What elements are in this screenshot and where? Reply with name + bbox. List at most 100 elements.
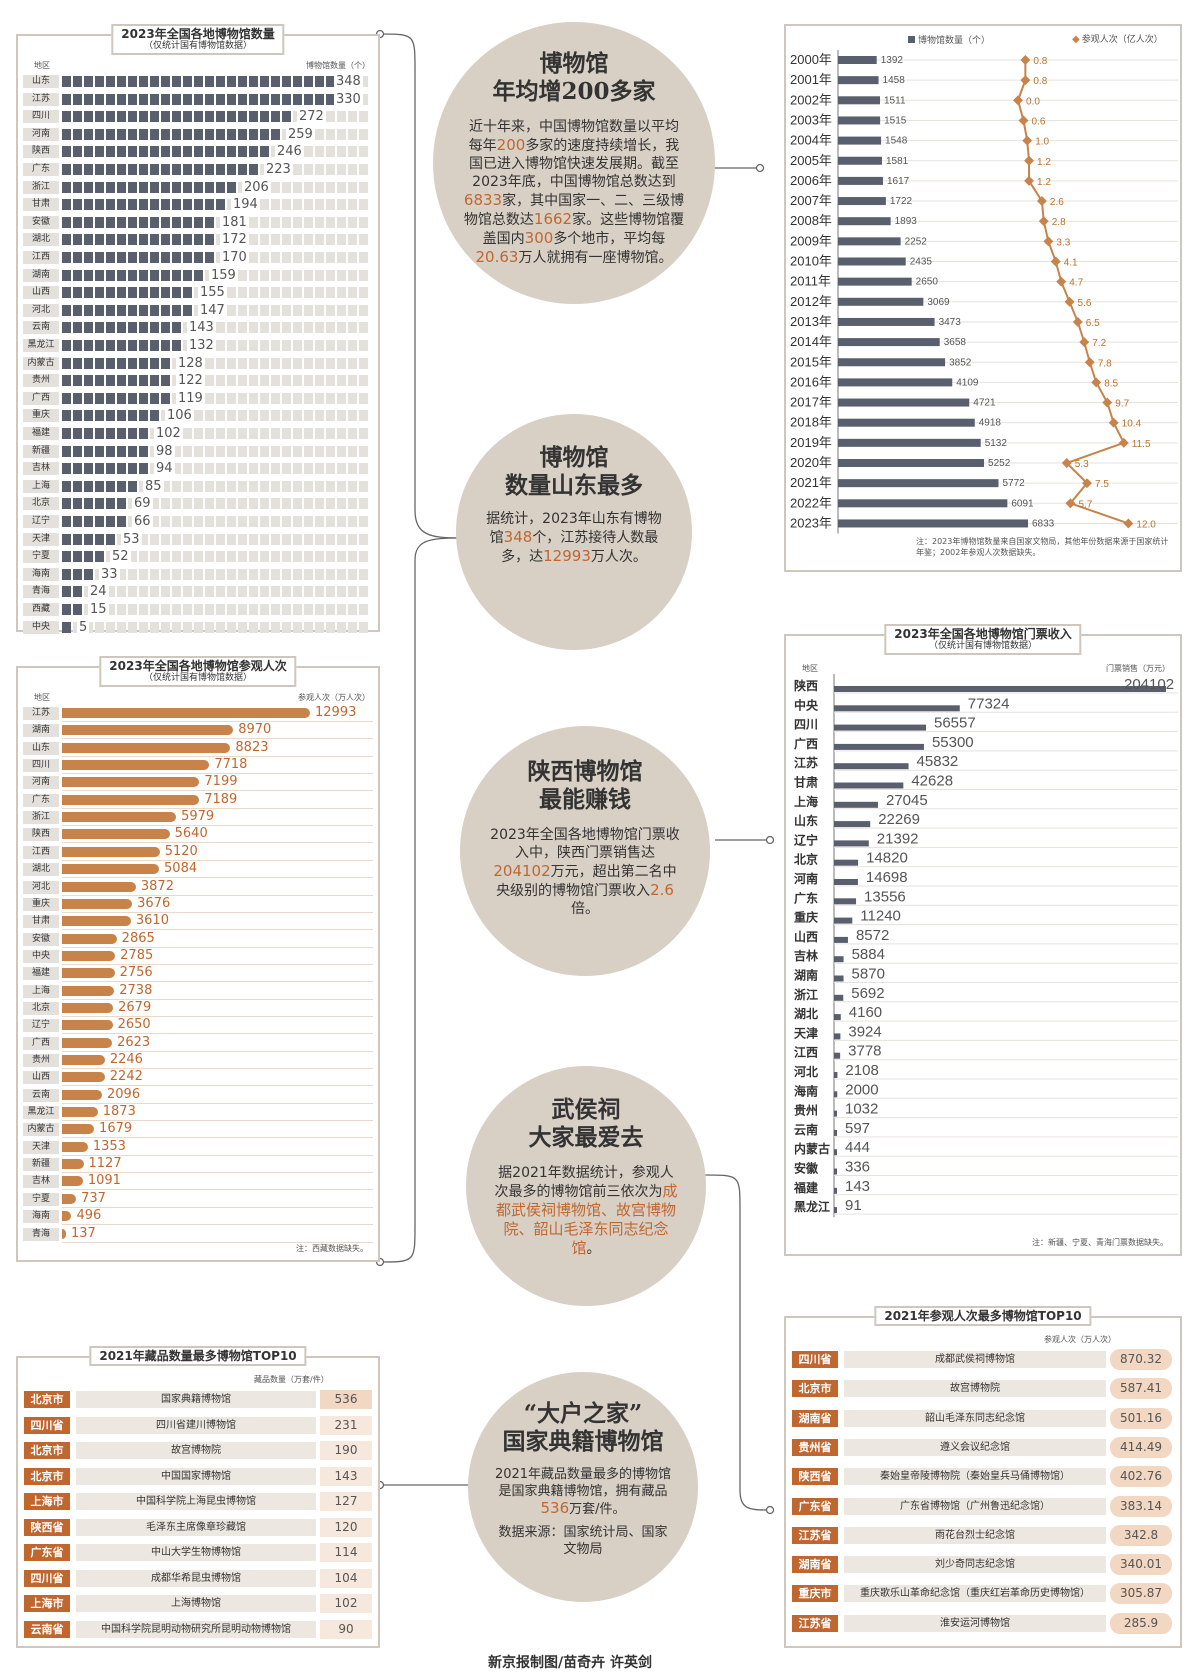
ticket-bar	[834, 1072, 838, 1078]
visitor-track: 1353	[62, 1139, 373, 1156]
visitor-row: 北京 2679	[23, 999, 373, 1017]
museum-square	[84, 498, 93, 510]
region-label: 山东	[23, 741, 59, 755]
visitors-note: 注：西藏数据缺失。	[296, 1244, 368, 1253]
count-track: 102	[62, 426, 373, 441]
visitor-track: 3872	[62, 879, 373, 896]
empty-square	[337, 533, 346, 545]
museum-square	[150, 181, 159, 193]
empty-square	[304, 181, 313, 193]
museum-name: 广东省博物馆（广州鲁迅纪念馆）	[844, 1497, 1106, 1515]
museum-square	[249, 146, 258, 158]
empty-square	[348, 340, 357, 351]
empty-square	[337, 216, 346, 228]
region-label: 云南	[23, 1088, 59, 1102]
collections-panel: 2021年藏品数量最多博物馆TOP10 藏品数量（万套/件） 北京市 国家典籍博物…	[16, 1346, 380, 1648]
region-tag: 上海市	[24, 1595, 70, 1612]
empty-square	[205, 410, 214, 422]
count-row: 黑龙江 132	[23, 338, 373, 353]
empty-square	[359, 304, 368, 316]
empty-square	[282, 304, 291, 316]
empty-square	[293, 216, 302, 228]
region-label: 湖北	[794, 1006, 818, 1021]
empty-square	[293, 287, 302, 299]
visitor-value: 2679	[118, 999, 152, 1015]
collection-value: 104	[320, 1568, 372, 1588]
ticket-bar	[834, 840, 869, 847]
empty-square	[249, 252, 258, 263]
empty-square	[359, 181, 368, 193]
empty-square	[337, 445, 346, 457]
region-label: 广西	[23, 391, 59, 405]
empty-square	[249, 287, 258, 299]
museum-square	[84, 392, 93, 404]
empty-square	[238, 463, 247, 475]
museum-square	[117, 463, 126, 475]
empty-square	[348, 304, 357, 316]
empty-square	[183, 516, 192, 527]
empty-square	[271, 287, 280, 299]
empty-square	[337, 463, 346, 475]
empty-square	[238, 392, 247, 404]
empty-square	[205, 428, 214, 439]
visitor-bar	[62, 916, 131, 927]
museum-square	[117, 93, 126, 105]
museum-square	[194, 93, 203, 105]
empty-square	[249, 621, 258, 633]
region-label: 广东	[23, 793, 59, 807]
collection-row: 广东省 中山大学生物博物馆 114	[24, 1541, 372, 1566]
ticket-value: 444	[845, 1139, 870, 1156]
empty-square	[260, 322, 269, 334]
museum-square	[161, 199, 170, 211]
top-visited-row: 江苏省 淮安运河博物馆 285.9	[792, 1612, 1174, 1637]
empty-square	[359, 111, 368, 123]
top-visited-col-value: 参观人次（万人次）	[1044, 1335, 1116, 1344]
museum-square	[238, 128, 247, 140]
visitor-row: 四川 7718	[23, 757, 373, 775]
visitor-bar	[62, 760, 210, 771]
museum-square	[117, 340, 126, 351]
visitor-track: 2623	[62, 1035, 373, 1052]
empty-square	[249, 516, 258, 527]
ticket-chart: 陕西 204102 中央 77324 四川 56557 广西 55300 江苏 45832 甘肃 42…	[793, 674, 1178, 1218]
museum-square	[106, 111, 115, 123]
museum-square	[95, 357, 104, 369]
empty-square	[183, 621, 192, 633]
visitor-value: 1873	[102, 1104, 136, 1120]
empty-square	[139, 568, 148, 580]
museum-square	[172, 111, 181, 123]
empty-square	[271, 604, 280, 615]
empty-square	[359, 146, 368, 158]
museum-square	[95, 480, 104, 492]
museum-square	[194, 252, 203, 263]
region-label: 天津	[794, 1025, 818, 1040]
museum-square	[227, 181, 236, 193]
text: 倍。	[571, 901, 599, 917]
museum-square	[172, 234, 181, 246]
empty-square	[359, 199, 368, 211]
empty-square	[161, 533, 170, 545]
museum-square	[62, 181, 71, 193]
top-visited-panel: 2021年参观人次最多博物馆TOP10 参观人次（万人次） 四川省 成都武侯祠博物…	[784, 1306, 1182, 1648]
empty-square	[194, 621, 203, 633]
year-label: 2010年	[790, 254, 832, 269]
ticket-value: 42628	[911, 773, 953, 790]
museum-square	[95, 392, 104, 404]
region-label: 中央	[23, 949, 59, 963]
museum-square	[183, 252, 192, 263]
museum-square	[249, 93, 258, 105]
ticket-value: 1032	[845, 1101, 878, 1118]
empty-square	[205, 357, 214, 369]
highlight: 12993	[543, 547, 591, 565]
museum-square	[62, 480, 71, 492]
museum-square	[62, 445, 71, 457]
empty-square	[348, 357, 357, 369]
empty-square	[348, 216, 357, 228]
museum-square	[106, 146, 115, 158]
empty-square	[150, 604, 159, 615]
region-label: 江西	[23, 845, 59, 859]
empty-square	[326, 533, 335, 545]
region-label: 重庆	[794, 910, 818, 925]
empty-square	[260, 304, 269, 316]
visitor-point-label: 7.5	[1095, 479, 1109, 490]
